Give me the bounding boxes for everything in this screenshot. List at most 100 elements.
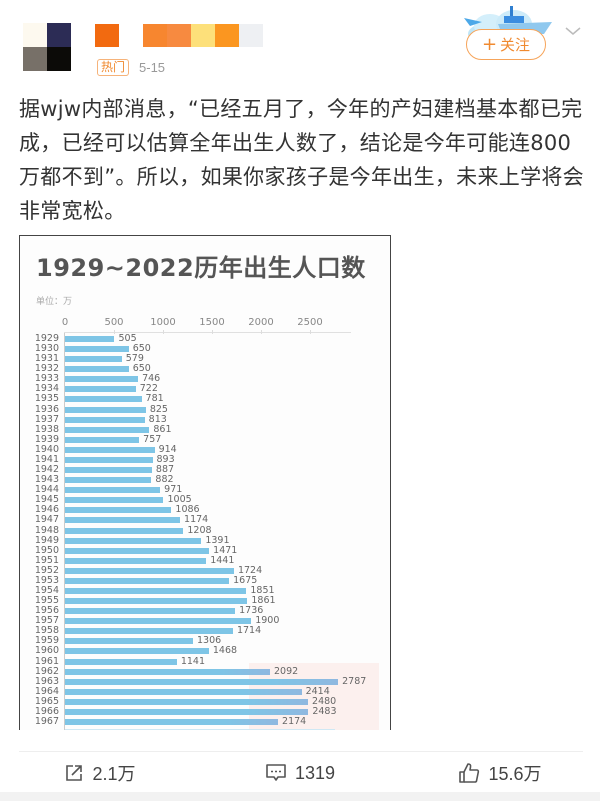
comment-button[interactable]: 1319 bbox=[200, 754, 400, 792]
x-tick-label: 1000 bbox=[150, 317, 176, 328]
username-pixel bbox=[239, 24, 263, 47]
bar-value-label: 1675 bbox=[233, 574, 258, 586]
bar bbox=[65, 648, 209, 655]
bar-row: 1967 2174 bbox=[20, 716, 390, 728]
bar-value-label: 1714 bbox=[236, 625, 262, 637]
x-tick-label: 1500 bbox=[199, 317, 225, 328]
post-meta: 热门 5-15 bbox=[97, 59, 165, 76]
bar-value-label: 2414 bbox=[305, 685, 330, 697]
bar-value-label: 1441 bbox=[210, 554, 235, 566]
avatar-pixel bbox=[47, 23, 71, 47]
bar bbox=[65, 416, 145, 423]
bar bbox=[65, 608, 236, 615]
bar-row: 1929 505 bbox=[20, 333, 390, 344]
year-label: 1930 bbox=[34, 343, 59, 355]
year-label: 1949 bbox=[34, 534, 59, 546]
bar-row: 1955 1861 bbox=[20, 596, 390, 606]
bar bbox=[65, 698, 309, 705]
bar-row: 1957 1900 bbox=[20, 615, 390, 627]
bar-value-label: 825 bbox=[149, 403, 168, 415]
bar bbox=[65, 456, 153, 463]
avatar-pixel bbox=[23, 47, 47, 71]
follow-button[interactable]: + 关注 bbox=[466, 29, 546, 60]
x-axis-line bbox=[64, 332, 351, 333]
year-label: 1966 bbox=[34, 705, 59, 717]
username-pixel bbox=[191, 24, 215, 47]
username-pixel bbox=[95, 24, 119, 47]
post-date: 5-15 bbox=[139, 60, 166, 75]
year-label: 1964 bbox=[34, 685, 59, 697]
bar bbox=[65, 628, 233, 635]
bar bbox=[65, 446, 155, 453]
plus-icon: + bbox=[481, 33, 498, 55]
bar-row: 1965 2480 bbox=[20, 696, 390, 707]
year-label: 1962 bbox=[34, 665, 59, 677]
bar-value-label: 1005 bbox=[167, 494, 192, 506]
username-pixel bbox=[143, 24, 167, 47]
avatar[interactable] bbox=[23, 23, 71, 71]
bar bbox=[65, 588, 247, 594]
bottom-separator bbox=[0, 792, 600, 801]
year-label: 1941 bbox=[34, 453, 59, 465]
bar bbox=[65, 366, 129, 373]
bar-row: 1941 893 bbox=[20, 453, 390, 465]
year-label: 1942 bbox=[34, 464, 59, 476]
bar-row: 1946 1086 bbox=[20, 504, 390, 516]
chart-image[interactable]: 1929~2022历年出生人口数 单位：万 0 500 1000 1500 2000 25… bbox=[19, 235, 391, 730]
bar bbox=[65, 487, 161, 494]
bar-value-label: 781 bbox=[145, 393, 164, 405]
x-tick-label: 500 bbox=[104, 317, 124, 328]
year-label: 1958 bbox=[34, 625, 59, 637]
year-label: 1954 bbox=[34, 585, 59, 596]
like-count: 15.6万 bbox=[488, 764, 542, 784]
year-label: 1932 bbox=[34, 363, 59, 375]
year-label: 1931 bbox=[34, 353, 59, 365]
bar-row: 1960 1468 bbox=[20, 646, 390, 656]
bar-value-label: 650 bbox=[132, 343, 151, 355]
y-axis-line bbox=[64, 333, 65, 730]
bar bbox=[65, 426, 150, 433]
bar-value-label: 1306 bbox=[196, 635, 222, 647]
repost-button[interactable]: 2.1万 bbox=[0, 754, 200, 792]
bar bbox=[65, 477, 152, 484]
bar-row: 1940 914 bbox=[20, 444, 390, 455]
year-label: 1963 bbox=[34, 675, 59, 687]
bar-row: 1954 1851 bbox=[20, 585, 390, 596]
username[interactable] bbox=[95, 24, 263, 47]
like-button[interactable]: 15.6万 bbox=[400, 754, 600, 792]
chart-title: 1929~2022历年出生人口数 bbox=[36, 254, 366, 282]
year-label: 1939 bbox=[34, 433, 59, 445]
year-label: 1953 bbox=[34, 574, 59, 586]
bar-row: 1939 757 bbox=[20, 433, 390, 445]
highlight-overlay bbox=[249, 663, 379, 730]
bar-value-label: 2174 bbox=[282, 716, 307, 728]
year-label: 1933 bbox=[34, 373, 59, 385]
bar-value-label: 746 bbox=[142, 373, 161, 385]
bar bbox=[65, 557, 207, 564]
bar-value-label: 893 bbox=[156, 453, 175, 465]
year-label: 1935 bbox=[34, 393, 59, 405]
bar bbox=[65, 668, 271, 675]
thumbs-up-icon bbox=[459, 763, 480, 783]
share-icon bbox=[66, 765, 83, 781]
bar-row: 1951 1441 bbox=[20, 554, 390, 566]
bar-row: 1959 1306 bbox=[20, 635, 390, 647]
bar-value-label: 813 bbox=[148, 413, 167, 425]
bar bbox=[65, 537, 202, 544]
chevron-down-icon[interactable] bbox=[564, 24, 582, 38]
bar-row: 1937 813 bbox=[20, 413, 390, 425]
bar-row-partial bbox=[20, 727, 390, 730]
chart-unit-label: 单位：万 bbox=[36, 297, 73, 307]
bar-value-label: 1208 bbox=[187, 524, 212, 536]
year-label: 1967 bbox=[34, 716, 59, 728]
bar bbox=[65, 497, 164, 504]
year-label: 1957 bbox=[34, 615, 59, 627]
year-label: 1937 bbox=[34, 413, 59, 425]
bar-value-label: 1086 bbox=[175, 504, 200, 516]
bar-row: 1949 1391 bbox=[20, 534, 390, 546]
bar-value-label: 2787 bbox=[342, 675, 367, 687]
bar-value-label: 1736 bbox=[239, 605, 264, 617]
bar-row: 1958 1714 bbox=[20, 625, 390, 637]
bar bbox=[65, 517, 181, 524]
year-label: 1929 bbox=[34, 333, 59, 344]
